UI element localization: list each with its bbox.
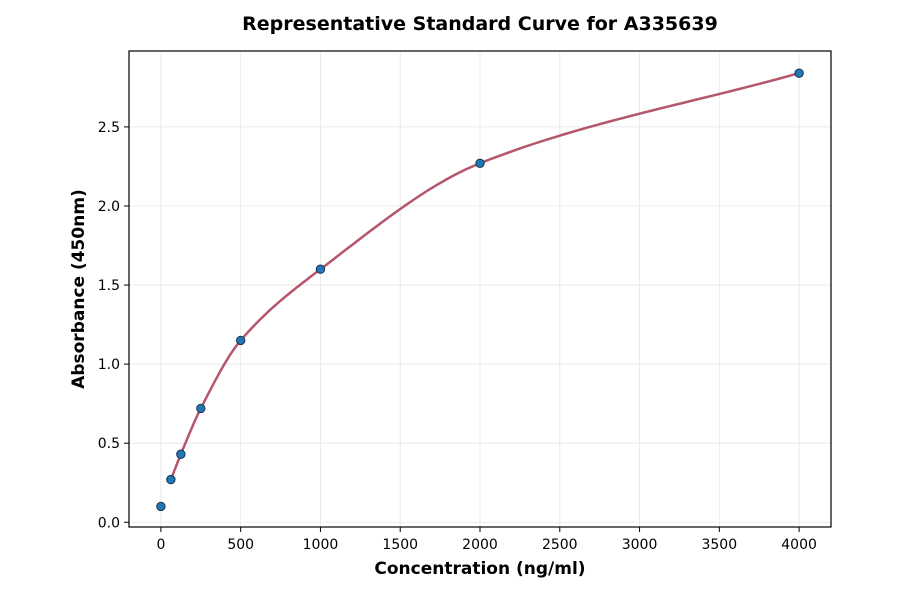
data-point — [794, 68, 804, 78]
data-point — [156, 501, 166, 512]
x-tick-label: 3000 — [622, 537, 658, 553]
y-tick-label: 2.0 — [98, 199, 120, 215]
y-axis-label: Absorbance (450nm) — [69, 189, 89, 389]
x-tick-label: 1500 — [382, 537, 418, 553]
x-tick-label: 3500 — [701, 537, 737, 553]
x-axis-label: Concentration (ng/ml) — [374, 559, 585, 579]
x-tick-label: 500 — [227, 537, 254, 553]
x-tick-label: 2500 — [542, 537, 578, 553]
y-tick-label: 2.5 — [98, 120, 120, 136]
data-point — [475, 158, 485, 168]
data-point — [196, 403, 206, 414]
y-tick-label: 1.5 — [98, 278, 120, 294]
y-tick-label: 0.5 — [98, 436, 120, 452]
chart-title: Representative Standard Curve for A33563… — [242, 13, 718, 35]
x-tick-label: 4000 — [781, 537, 817, 553]
y-tick-label: 1.0 — [98, 357, 120, 373]
data-point — [166, 474, 176, 485]
x-tick-label: 1000 — [303, 537, 339, 553]
x-tick-label: 2000 — [462, 537, 498, 553]
plot-frame — [128, 50, 832, 528]
x-tick-label: 0 — [156, 537, 165, 553]
data-point — [315, 264, 326, 274]
fit-curve — [169, 71, 800, 480]
data-point — [176, 449, 186, 459]
data-point — [235, 335, 246, 346]
y-tick-label: 0.0 — [98, 515, 120, 531]
